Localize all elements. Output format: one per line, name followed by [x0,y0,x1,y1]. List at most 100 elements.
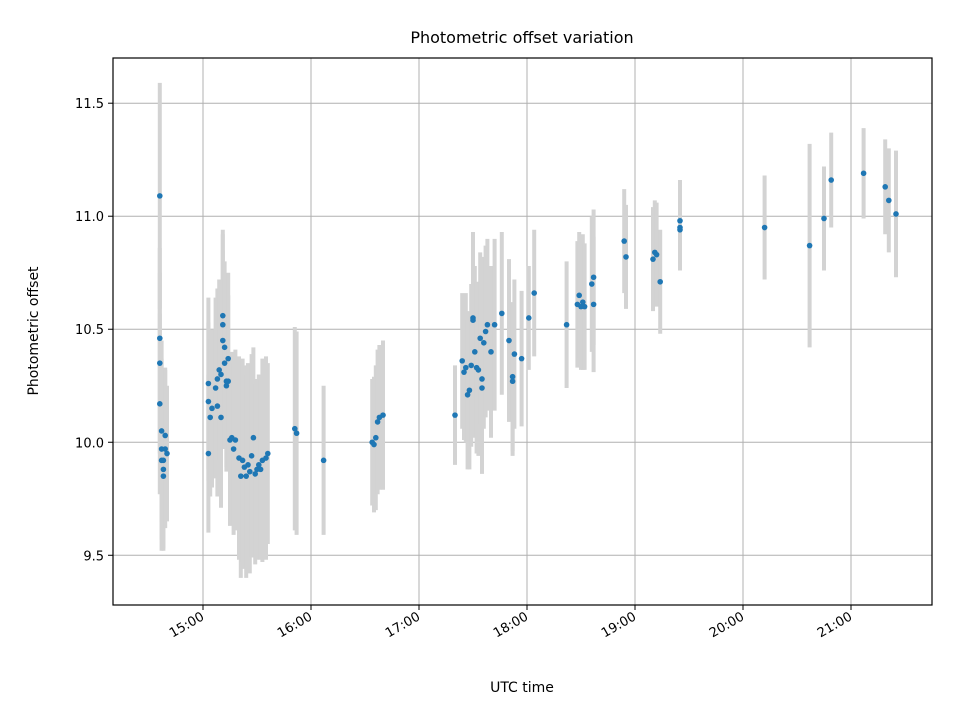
data-point [214,403,221,409]
y-tick-label: 11.0 [75,210,104,225]
data-point [230,446,237,452]
data-point [263,455,269,461]
data-point [482,328,489,335]
data-point [265,450,271,457]
x-tick-label: 20:00 [707,609,747,641]
data-point [499,310,505,317]
data-point [162,432,168,439]
data-point [245,462,251,468]
data-point [221,360,228,366]
data-point [218,414,224,421]
data-point [320,457,327,464]
data-point [255,462,262,468]
data-point [470,317,476,323]
data-point [459,358,466,364]
data-point [243,473,249,479]
data-point [589,281,595,287]
x-tick-label: 16:00 [275,609,315,641]
data-point [464,391,471,398]
data-point [886,197,892,204]
data-point [860,170,867,177]
data-point [157,360,163,366]
data-point [371,441,377,448]
data-point [214,376,221,382]
x-tick-label: 15:00 [167,609,207,641]
data-point [452,412,458,418]
data-point [621,238,627,244]
data-point [463,364,469,371]
data-point [205,380,212,387]
data-point [882,184,888,190]
data-point [650,256,656,262]
data-point [590,301,597,308]
data-point [212,385,219,391]
data-point [164,450,170,457]
data-point [623,254,629,260]
y-tick-label: 11.5 [75,97,104,112]
data-point [160,473,167,479]
data-points [157,170,899,479]
data-point [484,321,491,328]
data-point [488,349,494,355]
data-point [531,290,537,296]
data-point [157,193,163,199]
x-axis-label: UTC time [490,680,554,696]
data-point [250,434,257,441]
data-point [220,321,226,328]
data-point [511,351,518,357]
data-point [247,468,253,475]
data-point [461,369,467,375]
data-point [526,315,532,321]
data-point [158,428,165,434]
x-tick-label: 18:00 [491,609,531,641]
data-point [491,321,498,328]
data-point [374,419,381,425]
y-axis-label: Photometric offset [26,266,42,396]
data-point [160,466,167,473]
data-point [220,337,226,344]
data-point [248,453,255,459]
data-point [205,398,212,405]
data-point [373,434,379,441]
data-point [157,335,163,342]
data-point [157,401,163,407]
data-point [806,242,813,249]
data-point [205,450,212,457]
data-point [821,215,827,222]
data-point [580,299,586,305]
data-point [581,303,588,310]
data-point [518,355,525,362]
data-point [477,335,484,342]
y-tick-label: 10.5 [75,323,104,338]
data-point [238,473,244,479]
data-point [225,355,231,362]
x-tick-label: 21:00 [815,609,855,641]
data-point [761,224,768,231]
data-point [509,373,516,380]
data-point [209,405,215,412]
data-point [380,412,386,418]
error-bars [157,82,898,578]
data-point [292,425,298,432]
data-point [221,344,228,351]
data-point [479,385,485,391]
data-point [472,349,478,355]
data-point [252,471,258,477]
data-point [653,251,660,258]
y-tick-label: 10.0 [75,436,104,451]
x-tick-label: 19:00 [599,609,639,641]
data-point [162,446,168,452]
data-point [677,217,683,224]
data-point [828,177,834,183]
data-point [506,337,512,344]
data-point [509,378,516,385]
data-point [468,362,475,369]
data-point [160,457,167,464]
data-point [207,414,213,421]
x-tick-label: 17:00 [383,609,423,641]
data-point [677,226,683,233]
data-point [590,274,597,281]
data-point [293,430,300,437]
chart-title: Photometric offset variation [410,28,633,47]
